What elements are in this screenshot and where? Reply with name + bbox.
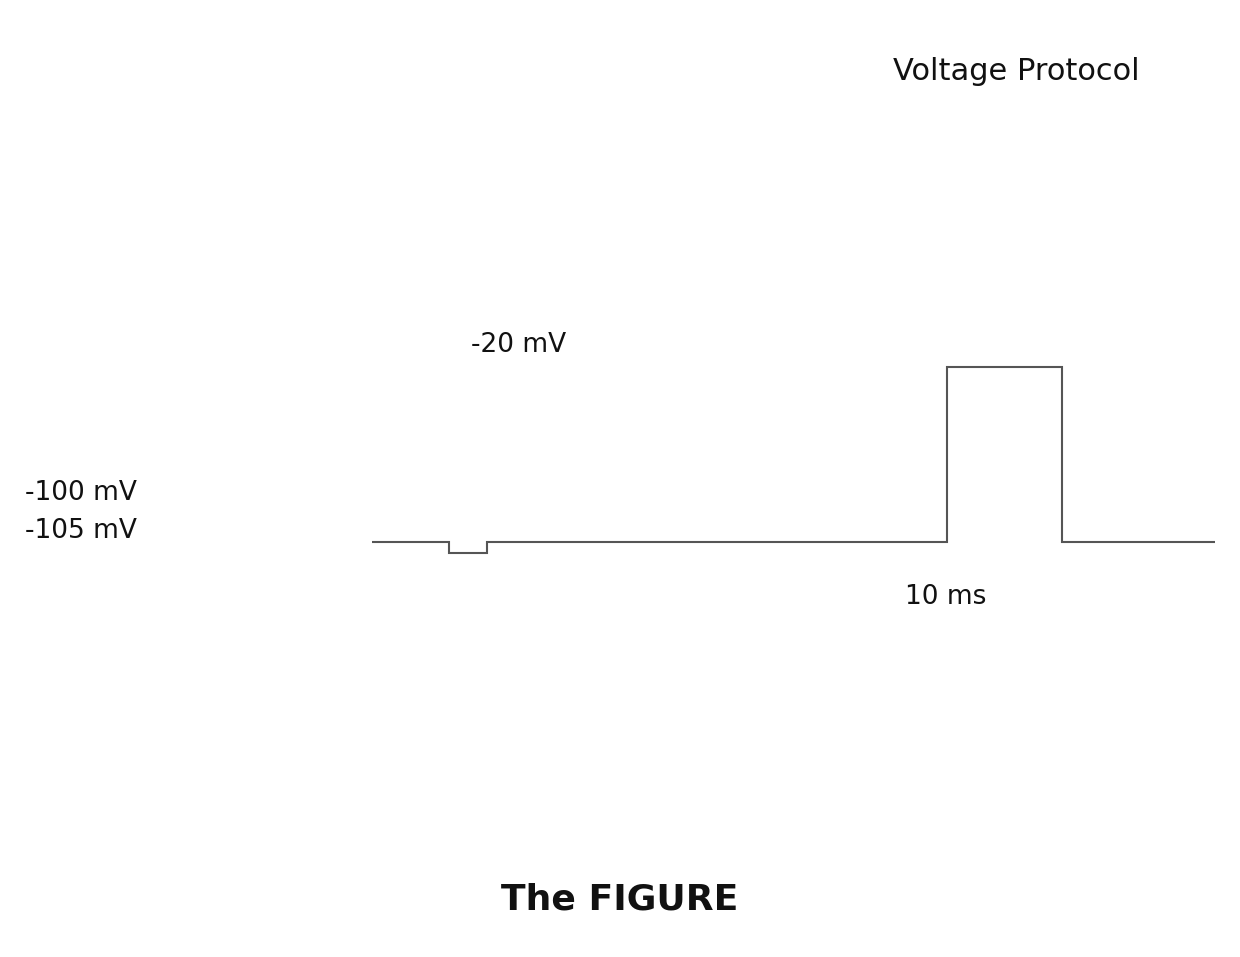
- Text: -105 mV: -105 mV: [25, 518, 136, 545]
- Text: 10 ms: 10 ms: [905, 584, 987, 610]
- Text: Voltage Protocol: Voltage Protocol: [894, 57, 1140, 86]
- Text: -100 mV: -100 mV: [25, 479, 136, 506]
- Text: The FIGURE: The FIGURE: [501, 882, 739, 917]
- Text: -20 mV: -20 mV: [471, 331, 567, 358]
